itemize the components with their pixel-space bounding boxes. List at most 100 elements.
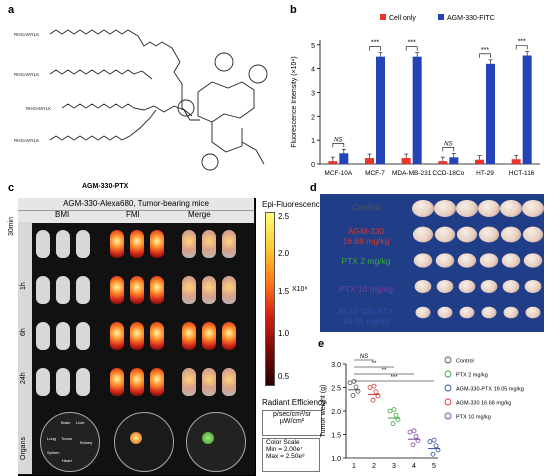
color-scale-label: Color Scale (266, 439, 300, 446)
mouse-image (150, 230, 164, 258)
scale-tick-2.0: 2.0 (278, 249, 290, 258)
mouse-image (222, 322, 236, 350)
significance-bracket (332, 142, 345, 148)
tumor-specimen (458, 280, 476, 293)
tumor-specimen (500, 200, 522, 217)
data-point (415, 438, 421, 444)
tumor-specimen (437, 306, 453, 319)
bar-fitc (376, 56, 385, 164)
legend-label: PTX 2 mg/kg (456, 373, 488, 379)
mouse-image (56, 368, 70, 396)
group-label: Control (352, 202, 380, 212)
panel-label-a: a (8, 4, 15, 16)
tumor-specimen (478, 226, 500, 243)
row-24h: 24h (20, 372, 27, 384)
tumor-specimen (525, 306, 541, 319)
x-tick-label: HT-29 (476, 170, 494, 177)
tumor-fluorescence (130, 432, 142, 444)
tumor-specimen (500, 226, 522, 243)
legend-marker (444, 398, 452, 406)
mouse-image (76, 230, 90, 258)
mouse-image (182, 276, 196, 304)
scale-title: Epi-Fluorescence (262, 200, 325, 209)
mouse-image (36, 276, 50, 304)
data-point (391, 407, 397, 412)
mouse-image (182, 230, 196, 258)
legend-label: Control (456, 359, 474, 365)
peptide-label-4: RHGAMYLK (14, 138, 39, 143)
chemical-structure: RHGAMYLK RHGAMYLK RHGAMYLK RHGAMYLK (14, 29, 268, 171)
group-label: PTX 10 mg/kg (339, 284, 393, 294)
x-tick-label: 4 (412, 463, 416, 470)
significance-label: *** (518, 39, 526, 46)
data-point (353, 384, 359, 390)
data-point (431, 437, 437, 443)
mouse-image (36, 368, 50, 396)
legend-swatch (438, 14, 444, 20)
significance-label: ** (372, 361, 377, 367)
x-tick-label: MCF-7 (365, 170, 385, 177)
bar-fitc (412, 56, 422, 164)
group-label: AGM-330 16.68 mg/kg (342, 226, 390, 246)
legend-marker (444, 412, 452, 420)
color-scale-box: Color Scale Min = 2.00e⁷ Max = 2.50e⁸ (262, 438, 320, 472)
tumor-specimen (415, 306, 431, 319)
col-bmi: BMI (55, 210, 70, 219)
col-merge: Merge (188, 210, 211, 219)
row-organs: Organs (20, 437, 27, 460)
x-tick-label: MCF-10A (324, 170, 352, 177)
mouse-image (76, 322, 90, 350)
legend-swatch (380, 14, 386, 20)
bar-cell-only (328, 161, 338, 164)
data-point (433, 443, 439, 449)
mouse-image (202, 322, 216, 350)
tumor-weight-chart: 1.0 1.5 2.0 2.5 3.0 Tumor weight (g) 1 2 3 4 5 NS **… (320, 354, 524, 470)
x-tick-label: CCD-18Co (432, 170, 464, 177)
legend-label: AGM-330-PTX 19.05 mg/kg (456, 387, 524, 393)
bar-fitc (522, 55, 532, 164)
group-label: PTX 2 mg/kg (341, 256, 391, 266)
organ-lung-label: Lung (47, 436, 56, 441)
tumor-specimen (456, 226, 478, 243)
mouse-image (110, 230, 124, 258)
data-point (435, 447, 441, 453)
y-tick-label: 3.0 (331, 362, 341, 369)
peptide-label-2: RHGAMYLK (14, 72, 39, 77)
panel-label-c: c (8, 182, 15, 194)
imaging-subtitle: AGM-330-Alexa680, Tumor-bearing mice (18, 198, 254, 210)
bar-fitc (486, 63, 495, 164)
x-tick-label: 5 (432, 463, 436, 470)
significance-label: ** (382, 368, 387, 374)
significance-label: *** (371, 40, 379, 47)
x-tick-label: 1 (352, 463, 356, 470)
row-1h: 1h (20, 282, 27, 290)
tumor-specimen (456, 200, 478, 217)
col-fmi: FMI (126, 210, 140, 219)
row-30min: 30min (8, 216, 15, 236)
data-point (350, 393, 356, 398)
data-point (370, 397, 376, 403)
tumor-specimen (478, 200, 500, 217)
y-tick-label: 5 (311, 43, 315, 50)
organ-plate-bmi (40, 412, 100, 472)
panel-label-b: b (290, 4, 297, 16)
data-point (430, 451, 436, 457)
tumor-specimen (412, 200, 434, 217)
mouse-image (110, 368, 124, 396)
tumor-specimen (522, 226, 544, 243)
row-6h: 6h (20, 328, 27, 336)
data-point (387, 408, 393, 414)
mouse-image (110, 276, 124, 304)
significance-label: NS (444, 141, 452, 147)
scale-bar (265, 212, 275, 386)
mouse-image (130, 276, 144, 304)
mouse-image (182, 322, 196, 350)
significance-label: *** (390, 375, 398, 381)
mouse-image (150, 322, 164, 350)
bar-cell-only (475, 159, 484, 164)
tumor-specimen (480, 280, 498, 293)
bar-fitc (339, 153, 349, 164)
data-point (393, 412, 399, 418)
y-tick-label: 3 (311, 90, 315, 97)
peptide-label-1: RHGAMYLK (14, 32, 39, 37)
